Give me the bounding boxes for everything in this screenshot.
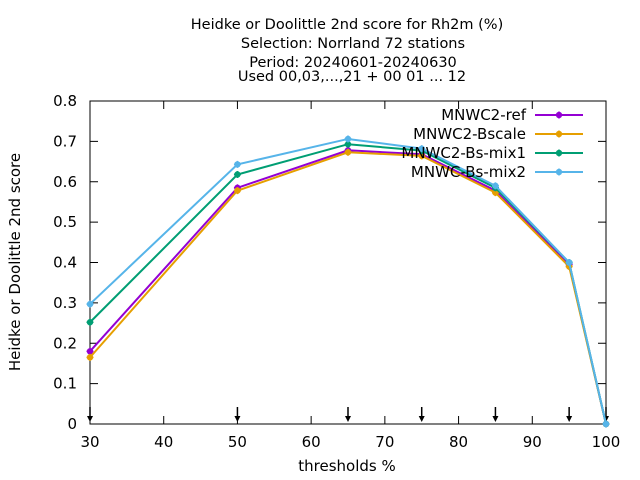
title-line-1: Heidke or Doolittle 2nd score for Rh2m (… — [191, 17, 503, 33]
series-point — [555, 111, 563, 119]
series-point — [86, 347, 94, 355]
series-point — [555, 149, 563, 157]
series — [86, 146, 610, 428]
y-axis-label: Heidke or Doolittle 2nd score — [6, 153, 24, 371]
title-line-2: Selection: Norrland 72 stations — [241, 36, 465, 52]
legend-label: MNWC2-ref — [441, 106, 526, 124]
series — [86, 140, 610, 428]
series-point — [555, 168, 563, 176]
series-point — [418, 145, 426, 153]
series-point — [565, 259, 573, 266]
series-layer — [86, 135, 610, 428]
series-point — [555, 130, 563, 138]
series-point — [602, 420, 610, 428]
y-tick-label: 0 — [67, 415, 77, 433]
threshold-markers — [87, 407, 609, 422]
chart-title: Heidke or Doolittle 2nd score for Rh2m (… — [191, 17, 503, 85]
x-tick-label: 50 — [228, 433, 247, 451]
series-point — [344, 135, 352, 143]
series-point — [418, 152, 426, 160]
series-line — [89, 151, 607, 425]
x-tick-label: 70 — [375, 433, 394, 451]
series-point — [86, 318, 94, 326]
series-point — [233, 187, 241, 195]
y-tick-label: 0.6 — [53, 173, 77, 191]
title-line-3: Period: 20240601-20240630 — [249, 55, 457, 71]
x-tick-label: 80 — [449, 433, 468, 451]
series-line — [89, 143, 607, 425]
legend-entry: MNWC-Bs-mix2 — [411, 163, 583, 181]
series-point — [344, 148, 352, 156]
series-point — [233, 170, 241, 178]
series-line — [89, 137, 607, 425]
legend-label: MNWC2-Bscale — [413, 125, 526, 143]
x-tick-label: 90 — [523, 433, 542, 451]
series-point — [344, 140, 352, 148]
threshold-arrow-marker — [418, 407, 425, 422]
y-tick-label: 0.4 — [53, 254, 77, 272]
x-tick-label: 100 — [592, 433, 621, 451]
y-tick-label: 0.1 — [53, 375, 77, 393]
y-tick-label: 0.3 — [53, 294, 77, 312]
x-tick-label: 40 — [154, 433, 173, 451]
y-tick-label: 0.2 — [53, 334, 77, 352]
threshold-arrow-marker — [345, 407, 351, 422]
series — [86, 148, 610, 428]
series — [86, 135, 610, 428]
legend-entry: MNWC2-ref — [441, 106, 583, 124]
x-tick-label: 30 — [80, 433, 99, 451]
series-point — [86, 300, 94, 308]
legend-entry: MNWC2-Bs-mix1 — [401, 144, 583, 162]
legend-label: MNWC-Bs-mix2 — [411, 163, 526, 181]
y-tick-label: 0.7 — [53, 132, 77, 150]
series-point — [233, 160, 241, 168]
y-tick-label: 0.5 — [53, 213, 77, 231]
legend-label: MNWC2-Bs-mix1 — [401, 144, 526, 162]
threshold-arrow-marker — [566, 407, 573, 422]
series-point — [491, 182, 499, 190]
x-tick-label: 60 — [302, 433, 321, 451]
series-point — [86, 353, 94, 361]
x-axis-label: thresholds % — [298, 457, 395, 475]
title-line-4: Used 00,03,...,21 + 00 01 ... 12 — [238, 69, 466, 85]
threshold-arrow-marker — [492, 407, 499, 422]
threshold-arrow-marker — [87, 407, 93, 422]
x-axis: 30 40 50 60 70 80 90 100 — [80, 101, 620, 451]
series-line — [89, 149, 607, 425]
y-tick-label: 0.8 — [53, 92, 77, 110]
threshold-arrow-marker — [234, 407, 241, 422]
y-axis: 0 0.1 0.2 0.3 0.4 0.5 0.6 0.7 0.8 — [53, 92, 606, 433]
legend-entry: MNWC2-Bscale — [413, 125, 583, 143]
legend: MNWC2-refMNWC2-BscaleMNWC2-Bs-mix1MNWC-B… — [401, 106, 583, 181]
